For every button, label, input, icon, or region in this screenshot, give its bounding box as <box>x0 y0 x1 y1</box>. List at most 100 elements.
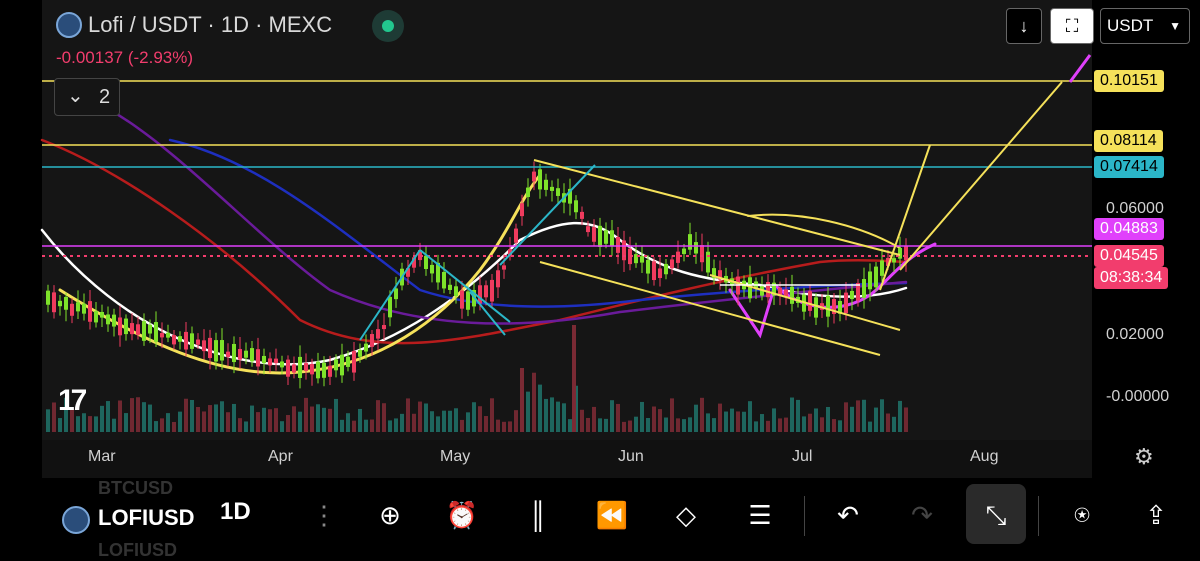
fullscreen-button[interactable]: ⛶ <box>1050 8 1094 44</box>
candle <box>712 268 716 279</box>
candle <box>826 295 830 317</box>
date-axis[interactable] <box>42 440 1092 478</box>
volume-bar <box>874 407 878 432</box>
volume-bar <box>430 411 434 432</box>
volume-bar <box>130 398 134 432</box>
currency-select[interactable]: USDT ▼ <box>1100 8 1190 44</box>
symbol-title[interactable]: Lofi / USDT · 1D · MEXC <box>88 12 333 37</box>
volume-bar <box>226 412 230 432</box>
volume-bar <box>244 421 248 432</box>
candle <box>82 303 86 314</box>
candle <box>310 364 314 375</box>
market-status-icon[interactable] <box>372 10 404 42</box>
trend-line <box>499 164 596 266</box>
symbol-search-button[interactable]: LOFIUSD <box>98 505 195 530</box>
cup-curve <box>58 173 542 375</box>
toolbar-divider <box>1038 496 1039 536</box>
candle <box>838 300 842 314</box>
redo-icon[interactable]: ↷ <box>911 500 933 530</box>
candle <box>172 335 176 345</box>
chart-area[interactable] <box>42 0 1092 478</box>
last-price-label: 0.04545 <box>1094 245 1164 267</box>
download-button[interactable]: ↓ <box>1006 8 1042 44</box>
replay-icon[interactable]: ⏪ <box>595 500 629 530</box>
candle <box>688 234 692 250</box>
candle <box>262 355 266 364</box>
volume-bar <box>802 416 806 432</box>
price-label-2: 0.07414 <box>1094 156 1164 178</box>
candle <box>58 300 62 307</box>
idea-icon[interactable]: ⍟ <box>1074 500 1090 530</box>
candle <box>460 290 464 309</box>
volume-bar <box>442 410 446 432</box>
indicators-icon[interactable]: ☰ <box>748 500 772 530</box>
trend-line <box>419 249 511 323</box>
volume-bar <box>526 391 530 432</box>
candle <box>526 187 530 198</box>
share-icon[interactable]: ⇪ <box>1145 500 1167 530</box>
alert-icon[interactable]: ⏰ <box>445 500 479 530</box>
candle <box>880 260 884 276</box>
add-icon[interactable]: ⊕ <box>379 500 401 530</box>
indicator-toggle-button[interactable]: ⌄ 2 <box>54 78 120 116</box>
symbol-ghost: BTCUSD <box>98 478 173 498</box>
candle <box>70 303 74 316</box>
candle <box>346 356 350 367</box>
layers-icon[interactable]: ◇ <box>676 500 696 530</box>
volume-bar <box>166 413 170 432</box>
collapse-icon[interactable]: ⤡ <box>985 500 1007 530</box>
volume-bar <box>340 419 344 432</box>
volume-bar <box>508 421 512 432</box>
chart-type-icon[interactable]: ║ <box>528 500 548 530</box>
volume-bar <box>868 421 872 432</box>
volume-bar <box>568 419 572 432</box>
volume-bar <box>424 403 428 432</box>
undo-icon[interactable]: ↶ <box>837 500 859 530</box>
volume-bar <box>52 402 56 432</box>
chevron-down-icon: ⌄ <box>67 85 84 107</box>
price-change: -0.00137 (-2.93%) <box>56 48 194 67</box>
candle <box>388 296 392 318</box>
volume-bar <box>838 420 842 432</box>
candle <box>118 317 122 336</box>
volume-bar <box>418 401 422 432</box>
volume-bar <box>556 401 560 432</box>
ma-blue <box>168 138 908 308</box>
volume-bar <box>250 405 254 432</box>
volume-bar <box>676 418 680 432</box>
chart-canvas[interactable] <box>0 0 1200 478</box>
candle <box>586 226 590 233</box>
volume-bar <box>64 397 68 432</box>
candle <box>202 340 206 352</box>
candle <box>154 322 158 342</box>
volume-bar <box>862 399 866 432</box>
volume-bar <box>262 407 266 432</box>
candle <box>610 230 614 247</box>
volume-bar <box>748 401 752 432</box>
volume-bar <box>154 421 158 432</box>
compare-icon[interactable]: ⋮ <box>311 500 337 530</box>
volume-bar <box>778 418 782 432</box>
interval-button[interactable]: 1D <box>220 498 251 525</box>
left-strip <box>0 0 42 478</box>
candle <box>844 292 848 314</box>
volume-bar <box>844 402 848 432</box>
settings-gear-icon[interactable]: ⚙ <box>1134 444 1154 469</box>
candle <box>670 259 674 269</box>
volume-bar <box>238 418 242 432</box>
candle <box>832 299 836 314</box>
volume-bar <box>700 397 704 432</box>
candle <box>568 188 572 204</box>
volume-bar <box>142 402 146 432</box>
candle <box>484 285 488 298</box>
volume-bar <box>268 409 272 432</box>
candle <box>520 203 524 217</box>
volume-bar <box>532 372 536 432</box>
volume-bar <box>148 404 152 432</box>
volume-bar <box>490 398 494 432</box>
tradingview-logo-icon[interactable]: 17 <box>58 384 87 417</box>
volume-bar <box>610 400 614 432</box>
candle <box>268 358 272 366</box>
volume-bar <box>790 397 794 432</box>
candle <box>424 255 428 269</box>
